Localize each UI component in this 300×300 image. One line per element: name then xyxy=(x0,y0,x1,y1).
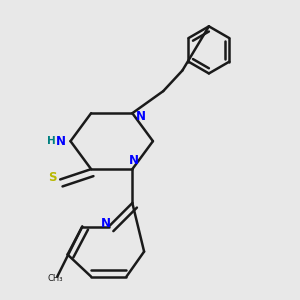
Text: H: H xyxy=(47,136,56,146)
Text: N: N xyxy=(56,135,66,148)
Text: CH₃: CH₃ xyxy=(47,274,63,284)
Text: N: N xyxy=(136,110,146,123)
Text: S: S xyxy=(48,172,56,184)
Text: N: N xyxy=(101,217,111,230)
Text: N: N xyxy=(129,154,139,167)
